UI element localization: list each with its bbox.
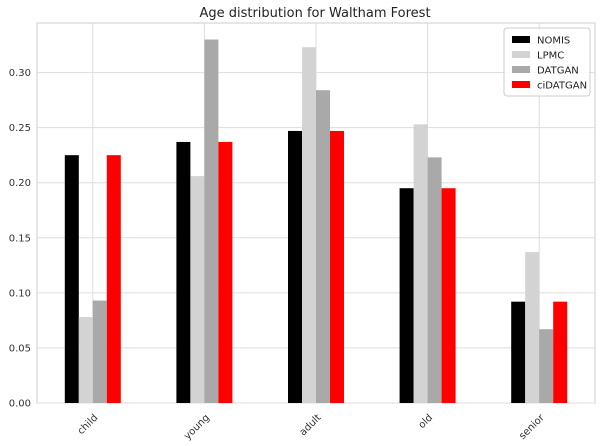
bar-lpmc-young	[190, 176, 205, 403]
y-tick-label: 0.05	[9, 343, 31, 354]
legend-swatch	[512, 51, 530, 58]
y-tick-label: 0.15	[9, 233, 31, 244]
legend-box	[503, 27, 591, 97]
x-tick-label: old	[417, 412, 436, 431]
bar-datgan-old	[427, 157, 442, 403]
bar-cidatgan-old	[441, 188, 456, 403]
y-tick-label: 0.25	[9, 123, 31, 134]
bar-cidatgan-child	[106, 155, 121, 403]
bar-nomis-child	[64, 155, 79, 403]
y-tick-label: 0.30	[9, 68, 31, 79]
bar-lpmc-old	[413, 124, 428, 403]
y-tick-label: 0.00	[9, 399, 31, 410]
legend-label: NOMIS	[537, 36, 570, 47]
x-tick-label: child	[76, 412, 101, 437]
bar-lpmc-child	[78, 317, 93, 403]
x-tick-label: senior	[517, 412, 547, 442]
bar-cidatgan-young	[218, 141, 233, 403]
bar-nomis-senior	[511, 301, 526, 403]
bar-cidatgan-senior	[553, 301, 568, 403]
legend-label: ciDATGAN	[537, 81, 587, 92]
bar-nomis-young	[176, 141, 191, 403]
legend-swatch	[512, 81, 530, 88]
bar-datgan-adult	[316, 90, 330, 403]
chart-title: Age distribution for Waltham Forest	[199, 6, 430, 21]
bar-datgan-young	[204, 39, 219, 404]
bar-lpmc-adult	[302, 47, 316, 404]
bar-datgan-senior	[539, 329, 554, 403]
bar-nomis-adult	[288, 130, 302, 404]
bar-lpmc-senior	[525, 252, 540, 403]
bar-datgan-child	[92, 300, 107, 403]
bar-nomis-old	[399, 188, 414, 403]
x-tick-label: adult	[298, 412, 324, 438]
y-tick-label: 0.10	[9, 288, 31, 299]
legend-swatch	[512, 66, 530, 73]
legend-label: LPMC	[537, 51, 564, 62]
legend: NOMIS LPMC DATGAN ciDATGAN	[503, 27, 591, 97]
legend-label: DATGAN	[537, 66, 579, 77]
x-tick-label: young	[182, 412, 212, 442]
legend-swatch	[512, 36, 530, 43]
y-tick-label: 0.20	[9, 178, 31, 189]
bar-cidatgan-adult	[330, 130, 344, 404]
